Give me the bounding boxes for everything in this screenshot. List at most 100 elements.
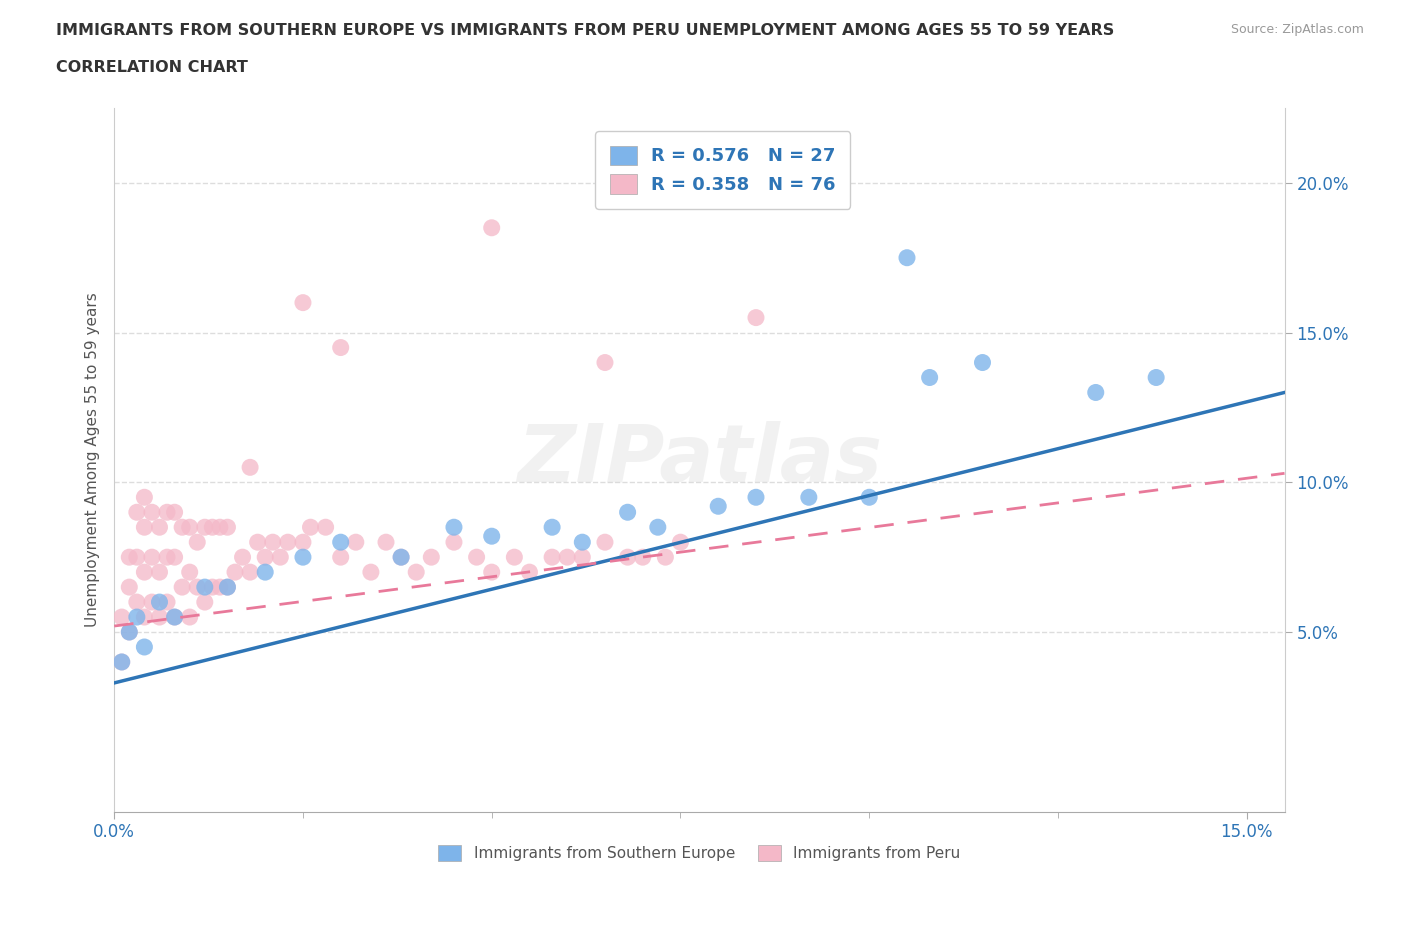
Point	[125, 550, 148, 565]
Point	[262, 535, 284, 550]
Point	[389, 550, 412, 565]
Point	[246, 535, 269, 550]
Point	[156, 550, 179, 565]
Point	[163, 505, 186, 520]
Point	[654, 550, 676, 565]
Point	[179, 565, 201, 579]
Point	[201, 520, 224, 535]
Point	[239, 460, 262, 475]
Point	[141, 550, 163, 565]
Point	[125, 594, 148, 609]
Point	[269, 550, 291, 565]
Point	[465, 550, 488, 565]
Point	[179, 520, 201, 535]
Point	[571, 535, 593, 550]
Point	[134, 565, 156, 579]
Point	[707, 498, 730, 513]
Text: IMMIGRANTS FROM SOUTHERN EUROPE VS IMMIGRANTS FROM PERU UNEMPLOYMENT AMONG AGES : IMMIGRANTS FROM SOUTHERN EUROPE VS IMMIG…	[56, 23, 1115, 38]
Point	[208, 579, 231, 594]
Point	[125, 505, 148, 520]
Point	[797, 490, 820, 505]
Point	[217, 579, 239, 594]
Point	[616, 505, 638, 520]
Point	[541, 520, 564, 535]
Point	[519, 565, 541, 579]
Point	[745, 311, 768, 325]
Point	[217, 520, 239, 535]
Point	[118, 625, 141, 640]
Point	[186, 579, 208, 594]
Point	[239, 565, 262, 579]
Point	[232, 550, 254, 565]
Point	[217, 579, 239, 594]
Text: ZIPatlas: ZIPatlas	[517, 421, 882, 498]
Point	[616, 550, 638, 565]
Point	[420, 550, 443, 565]
Point	[118, 625, 141, 640]
Point	[329, 550, 352, 565]
Point	[291, 550, 314, 565]
Point	[134, 520, 156, 535]
Point	[745, 490, 768, 505]
Point	[141, 594, 163, 609]
Point	[443, 520, 465, 535]
Point	[1084, 385, 1107, 400]
Point	[254, 550, 277, 565]
Point	[111, 655, 134, 670]
Point	[201, 579, 224, 594]
Point	[148, 594, 170, 609]
Point	[443, 535, 465, 550]
Point	[179, 609, 201, 624]
Point	[111, 609, 134, 624]
Text: Source: ZipAtlas.com: Source: ZipAtlas.com	[1230, 23, 1364, 36]
Point	[254, 565, 277, 579]
Point	[329, 535, 352, 550]
Point	[299, 520, 322, 535]
Point	[186, 535, 208, 550]
Legend: Immigrants from Southern Europe, Immigrants from Peru: Immigrants from Southern Europe, Immigra…	[432, 839, 966, 868]
Point	[571, 550, 593, 565]
Point	[896, 250, 918, 265]
Point	[118, 550, 141, 565]
Point	[194, 594, 217, 609]
Point	[125, 609, 148, 624]
Point	[163, 550, 186, 565]
Point	[918, 370, 941, 385]
Point	[118, 579, 141, 594]
Point	[134, 490, 156, 505]
Point	[224, 565, 246, 579]
Point	[593, 355, 616, 370]
Point	[148, 520, 170, 535]
Point	[503, 550, 526, 565]
Point	[315, 520, 337, 535]
Point	[172, 520, 194, 535]
Point	[481, 565, 503, 579]
Point	[481, 529, 503, 544]
Point	[329, 340, 352, 355]
Text: CORRELATION CHART: CORRELATION CHART	[56, 60, 247, 75]
Point	[163, 609, 186, 624]
Point	[631, 550, 654, 565]
Point	[194, 579, 217, 594]
Point	[593, 535, 616, 550]
Point	[291, 295, 314, 310]
Point	[972, 355, 994, 370]
Point	[481, 220, 503, 235]
Point	[208, 520, 231, 535]
Point	[858, 490, 880, 505]
Point	[555, 550, 578, 565]
Point	[194, 520, 217, 535]
Point	[375, 535, 398, 550]
Point	[148, 609, 170, 624]
Point	[344, 535, 367, 550]
Point	[134, 609, 156, 624]
Point	[389, 550, 412, 565]
Point	[134, 640, 156, 655]
Point	[277, 535, 299, 550]
Point	[360, 565, 382, 579]
Point	[156, 594, 179, 609]
Point	[172, 579, 194, 594]
Point	[141, 505, 163, 520]
Point	[291, 535, 314, 550]
Point	[156, 505, 179, 520]
